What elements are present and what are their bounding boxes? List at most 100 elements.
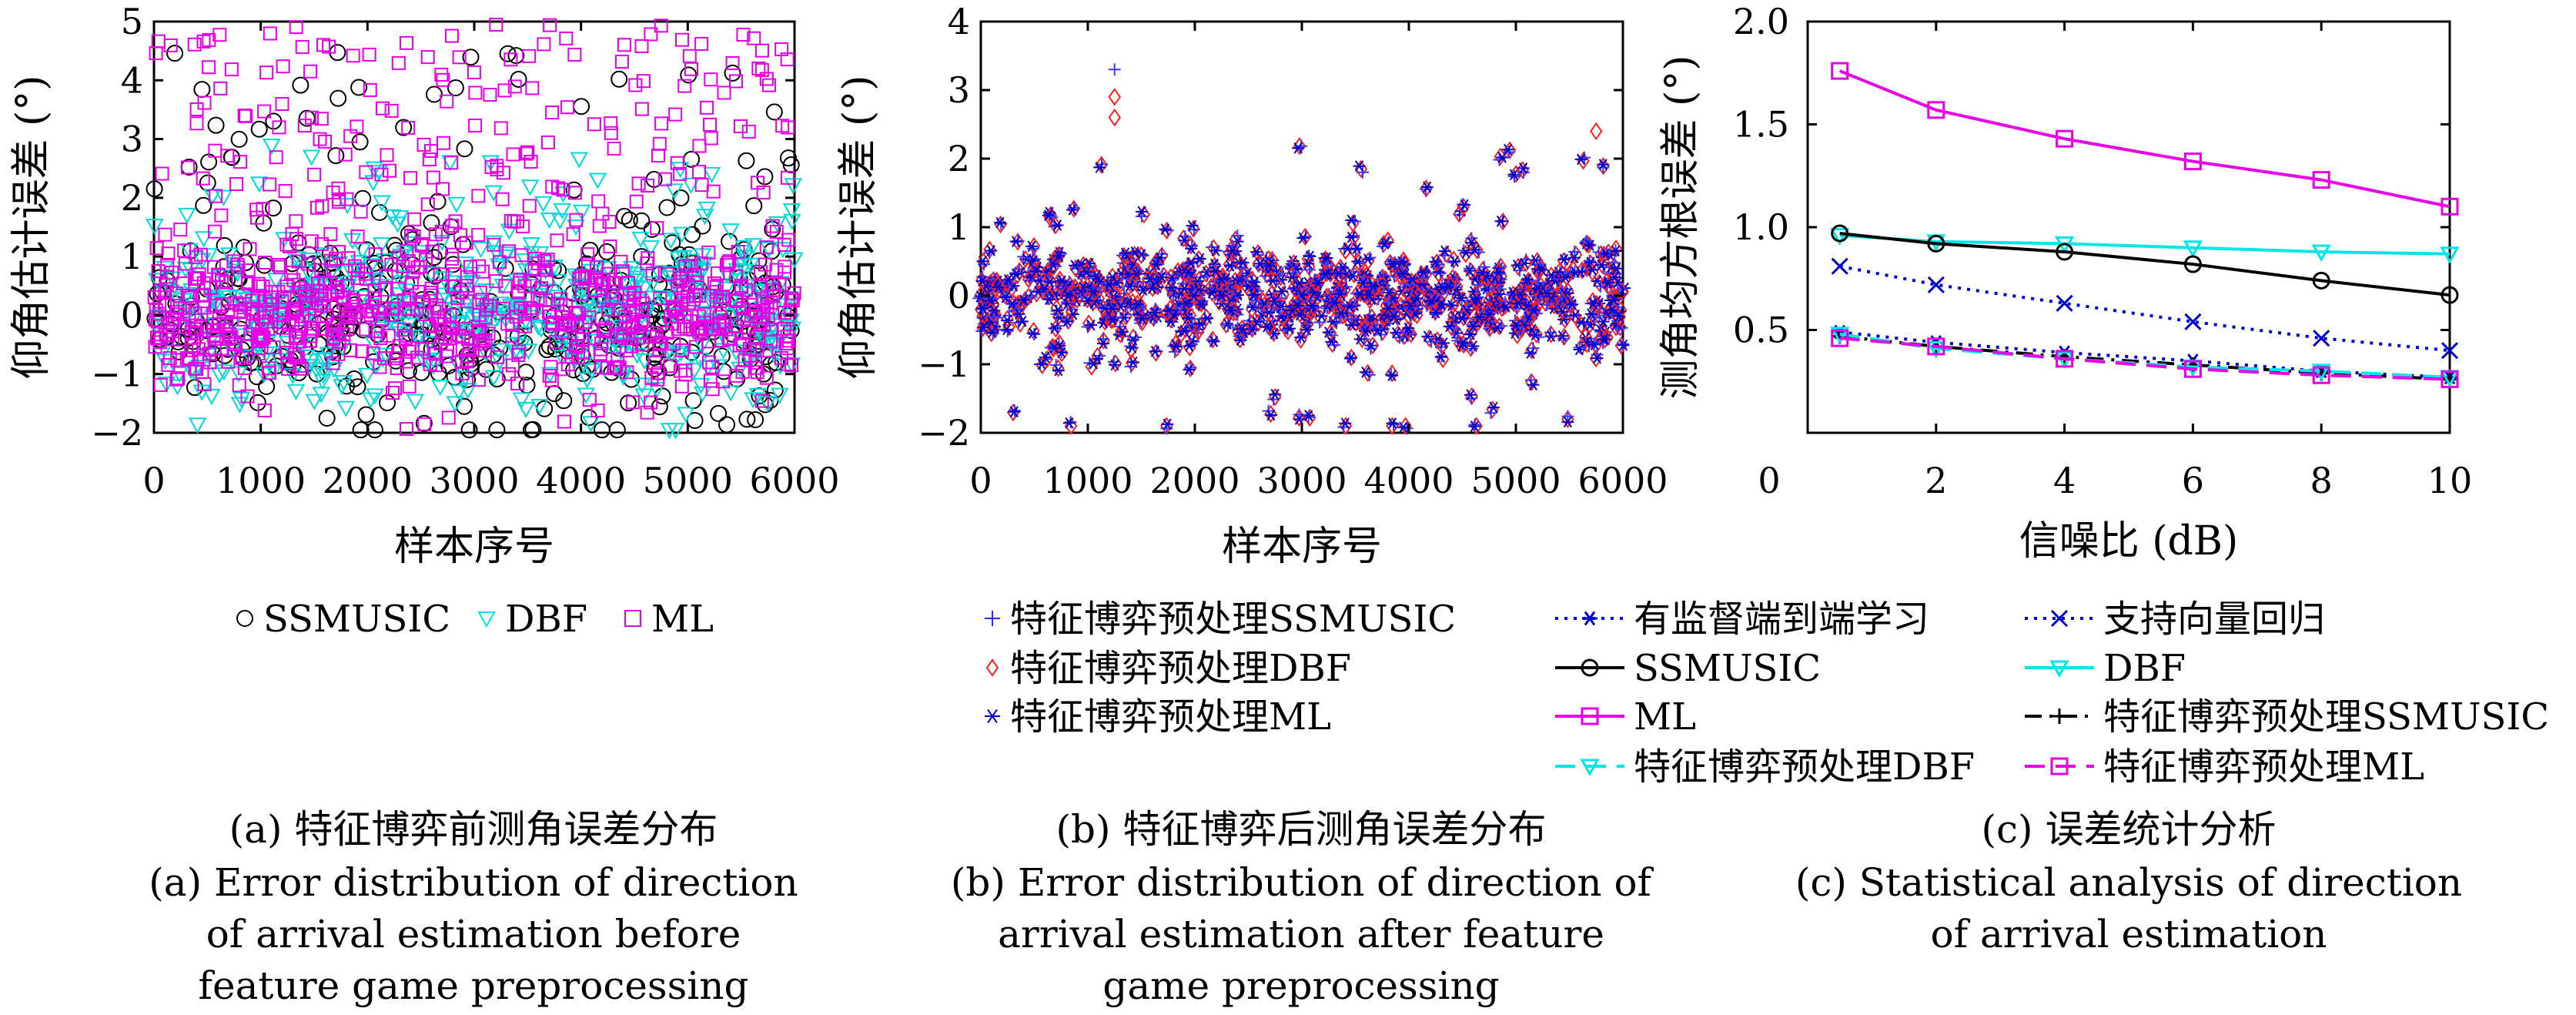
y-tick-label: 1 (121, 236, 143, 277)
data-point (1143, 273, 1156, 285)
data-point (1186, 219, 1199, 232)
data-point (1322, 327, 1335, 338)
data-point (358, 367, 376, 384)
data-point (388, 381, 403, 396)
data-point (1206, 287, 1219, 299)
data-point (289, 329, 304, 343)
data-point (363, 307, 378, 322)
data-point (208, 224, 222, 239)
data-point (709, 280, 724, 294)
data-point (550, 233, 564, 248)
data-point (489, 274, 503, 289)
data-point (1250, 246, 1263, 258)
data-point (673, 226, 691, 243)
data-point (251, 347, 266, 361)
data-point (2441, 197, 2459, 216)
data-point (390, 210, 410, 227)
y-tick-label: 5 (121, 1, 143, 42)
data-point (1079, 262, 1093, 281)
data-point (202, 388, 221, 405)
x-tick-label: 3000 (429, 460, 519, 501)
legend-label: 特征博弈预处理DBF (1634, 745, 1975, 789)
data-point (1163, 304, 1176, 317)
data-point (2312, 271, 2330, 290)
data-point (691, 309, 706, 323)
data-point (330, 89, 347, 107)
data-point (2183, 255, 2202, 273)
data-point (147, 290, 162, 304)
data-point (1472, 246, 1485, 259)
data-point (1344, 352, 1357, 363)
data-point (1321, 289, 1335, 308)
data-point (1148, 307, 1161, 319)
data-point (1332, 267, 1345, 280)
data-point (559, 298, 574, 313)
data-point (1080, 266, 1093, 278)
data-point (506, 147, 520, 162)
data-point (641, 251, 655, 266)
data-point (168, 379, 187, 396)
data-point (302, 149, 321, 166)
data-point (189, 116, 204, 131)
data-point (402, 291, 417, 306)
data-point (1565, 298, 1578, 310)
data-point (559, 31, 574, 45)
data-point (1183, 363, 1196, 376)
legend: 有监督端到端学习 支持向量回归 SSMUSIC DBF ML 特征博弈预处理SSMUSIC… (1555, 598, 2549, 789)
data-point (436, 182, 450, 196)
data-point (588, 173, 607, 189)
data-point (259, 65, 274, 80)
data-point (735, 301, 750, 316)
data-point (188, 417, 207, 434)
data-point (1412, 286, 1425, 305)
data-point (631, 231, 650, 248)
caption-line: (a) 特征博弈前测角误差分布 (229, 807, 718, 852)
data-point (445, 219, 460, 233)
data-point (518, 319, 533, 333)
data-point (1510, 260, 1524, 271)
x-axis-label: 样本序号 (1222, 524, 1382, 570)
data-point (1286, 271, 1299, 283)
data-point (336, 400, 355, 417)
data-point (754, 43, 769, 58)
data-point (717, 85, 731, 100)
data-point (180, 288, 195, 303)
data-point (196, 353, 211, 367)
data-point (658, 199, 676, 216)
data-point (1246, 301, 1260, 313)
data-point (1575, 261, 1589, 280)
data-point (1437, 337, 1450, 349)
data-point (305, 394, 324, 410)
data-point (271, 284, 286, 299)
data-point (644, 395, 658, 410)
data-point (1484, 407, 1497, 420)
x-axis-label: 样本序号 (394, 524, 554, 570)
data-point (406, 229, 421, 244)
data-point (675, 270, 690, 285)
data-point (782, 156, 800, 174)
data-point (423, 330, 437, 344)
data-point (220, 149, 235, 163)
data-point (1246, 299, 1260, 312)
data-point (1511, 257, 1525, 276)
data-point (444, 156, 459, 170)
data-point (1353, 160, 1366, 173)
data-point (1097, 337, 1110, 350)
data-point (182, 290, 197, 305)
data-point (1383, 286, 1396, 299)
data-point (488, 421, 506, 439)
series-lines (1830, 62, 2460, 389)
data-point (445, 289, 463, 306)
data-point (713, 290, 728, 304)
data-point (1108, 63, 1121, 76)
data-point (265, 199, 283, 217)
data-point (206, 323, 221, 337)
data-point (685, 363, 704, 380)
data-point (1556, 306, 1569, 318)
data-point (417, 417, 432, 431)
data-point (646, 360, 664, 377)
data-point (557, 414, 571, 429)
data-point (500, 223, 519, 240)
data-point (497, 83, 512, 98)
data-point (331, 181, 346, 196)
